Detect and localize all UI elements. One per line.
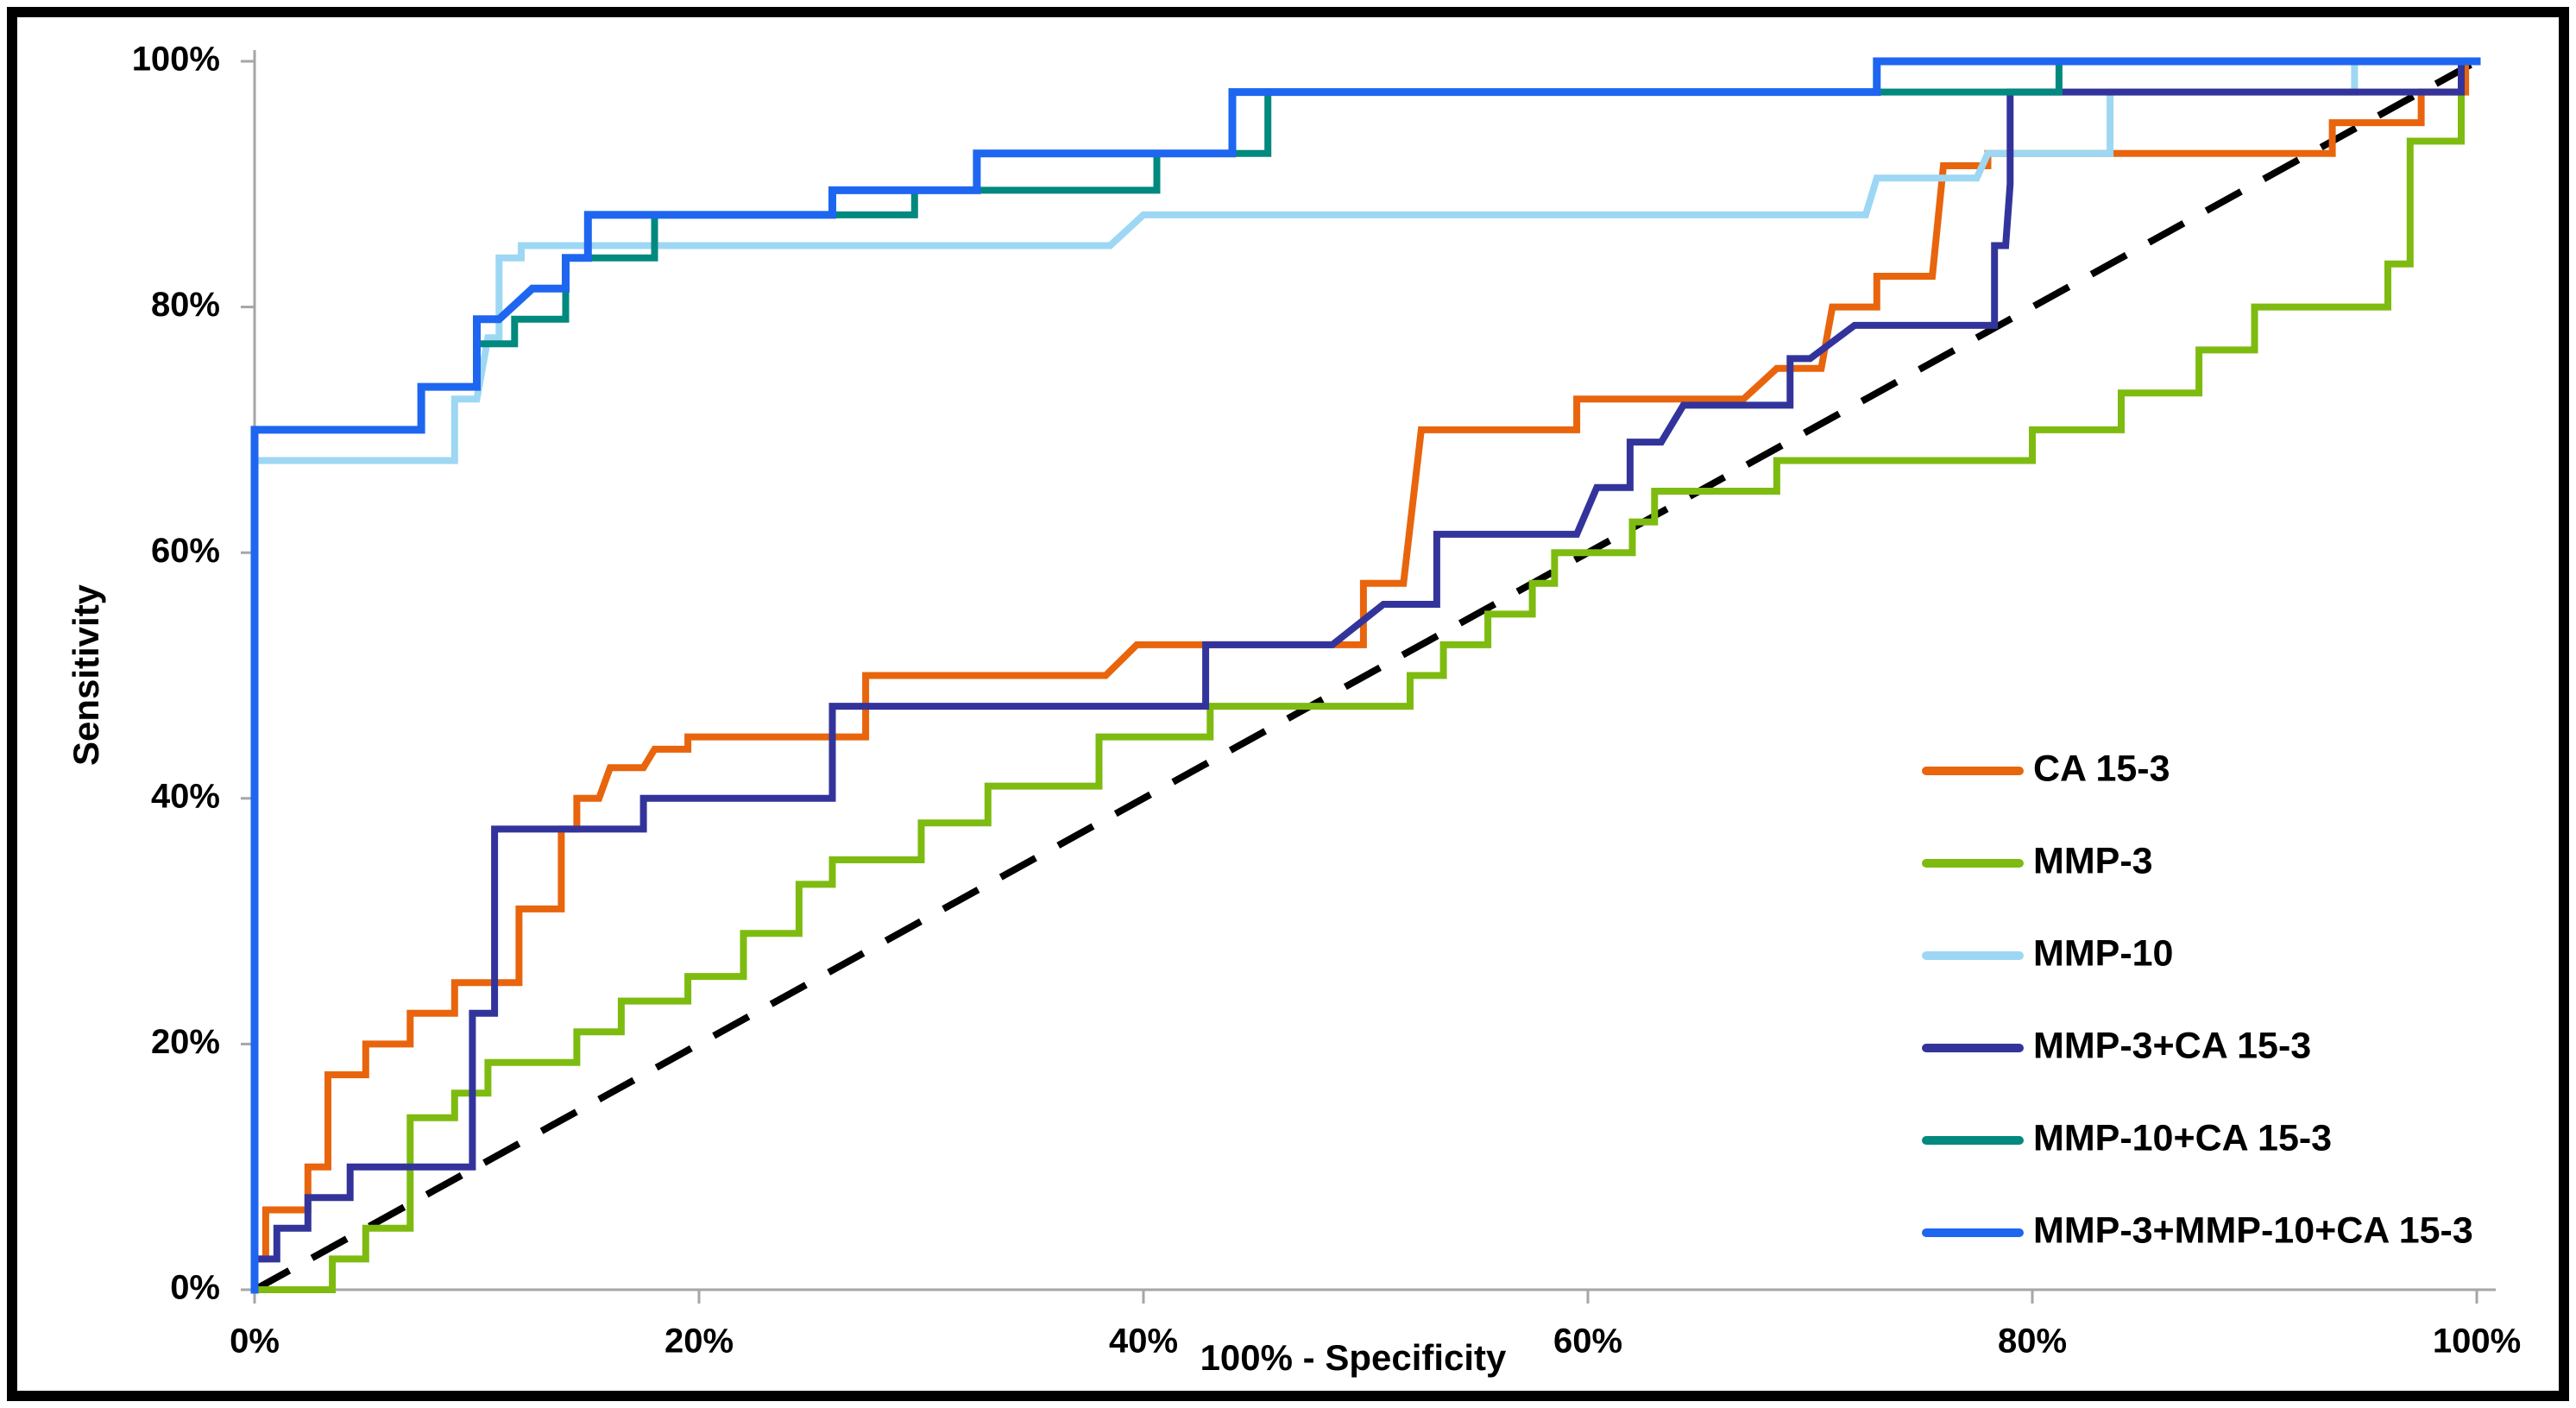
series-line-ca-15-3 xyxy=(251,58,2480,1293)
y-axis-title: Sensitivity xyxy=(66,584,106,766)
x-tick-label-80: 80% xyxy=(1998,1323,2067,1361)
x-tick-label-20: 20% xyxy=(664,1323,734,1361)
series-line-mmp-3-mmp-10-ca-15-3 xyxy=(250,57,2481,1294)
y-tick-label-100: 100% xyxy=(132,41,220,79)
legend-label-mmp-3-mmp-10-ca-15-3: MMP-3+MMP-10+CA 15-3 xyxy=(2033,1209,2473,1251)
x-tick-label-100: 100% xyxy=(2433,1323,2521,1361)
y-tick-label-60: 60% xyxy=(151,532,220,570)
legend-label-mmp-3: MMP-3 xyxy=(2033,840,2153,881)
reference-diagonal xyxy=(253,58,2478,1293)
series-line-mmp-10 xyxy=(251,58,2480,1293)
x-tick-label-60: 60% xyxy=(1553,1323,1622,1361)
x-axis-title: 100% - Specificity xyxy=(1200,1337,1507,1378)
series-line-mmp-3 xyxy=(251,58,2480,1293)
legend-label-ca-15-3: CA 15-3 xyxy=(2033,748,2170,789)
legend-label-mmp-10: MMP-10 xyxy=(2033,932,2173,974)
x-tick-label-0: 0% xyxy=(230,1323,280,1361)
legend: CA 15-3 MMP-3 MMP-10 MMP-3+CA 15-3 MMP-10+CA… xyxy=(1922,748,2473,1251)
legend-label-mmp-10-ca-15-3: MMP-10+CA 15-3 xyxy=(2033,1117,2332,1159)
y-tick-label-0: 0% xyxy=(170,1269,220,1307)
y-tick-label-80: 80% xyxy=(151,286,220,324)
y-tick-label-20: 20% xyxy=(151,1023,220,1061)
legend-label-mmp-3-ca-15-3: MMP-3+CA 15-3 xyxy=(2033,1025,2311,1066)
x-tick-label-40: 40% xyxy=(1109,1323,1178,1361)
y-tick-label-40: 40% xyxy=(151,777,220,815)
series-line-mmp-3-ca-15-3 xyxy=(251,58,2480,1293)
